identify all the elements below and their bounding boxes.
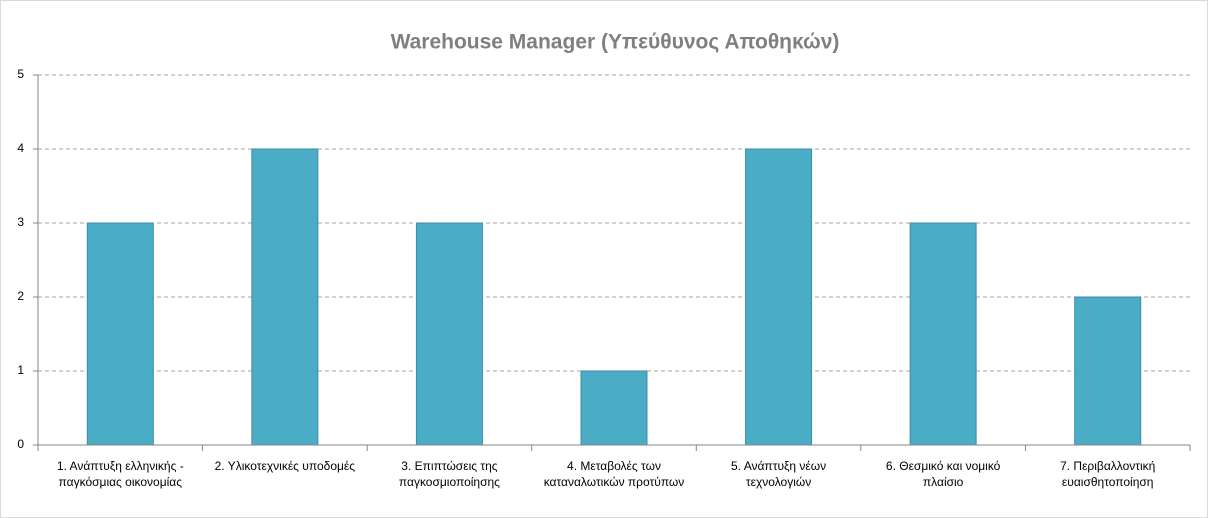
- x-tick-label: 5. Ανάπτυξη νέων τεχνολογιών: [731, 459, 827, 489]
- y-tick-label: 0: [17, 437, 24, 451]
- y-tick-label: 1: [17, 363, 24, 377]
- y-tick-label: 2: [17, 289, 24, 303]
- chart-title: Warehouse Manager (Υπεύθυνος Αποθηκών): [391, 31, 840, 54]
- bar: [251, 148, 319, 446]
- y-tick-label: 3: [17, 215, 24, 229]
- x-tick-label: 6. Θεσμικό και νομικό πλαίσιο: [885, 459, 1001, 489]
- bar: [86, 222, 154, 446]
- x-tick-label: 2. Υλικοτεχνικές υποδομές: [214, 459, 356, 473]
- bar: [909, 222, 977, 446]
- x-tick-label: 1. Ανάπτυξη ελληνικής - παγκόσμιας οικον…: [56, 459, 184, 489]
- y-tick-label: 4: [17, 141, 24, 155]
- bar: [1074, 296, 1142, 446]
- x-tick-label: 3. Επιπτώσεις της παγκοσμιοποίησης: [398, 459, 500, 489]
- bar: [745, 148, 813, 446]
- bar: [580, 370, 648, 446]
- bar: [415, 222, 483, 446]
- x-tick-label: 7. Περιβαλλοντική ευαισθητοποίηση: [1060, 459, 1156, 489]
- x-tick-label: 4. Μεταβολές των καταναλωτικών προτύπων: [543, 459, 685, 489]
- y-tick-label: 5: [17, 67, 24, 81]
